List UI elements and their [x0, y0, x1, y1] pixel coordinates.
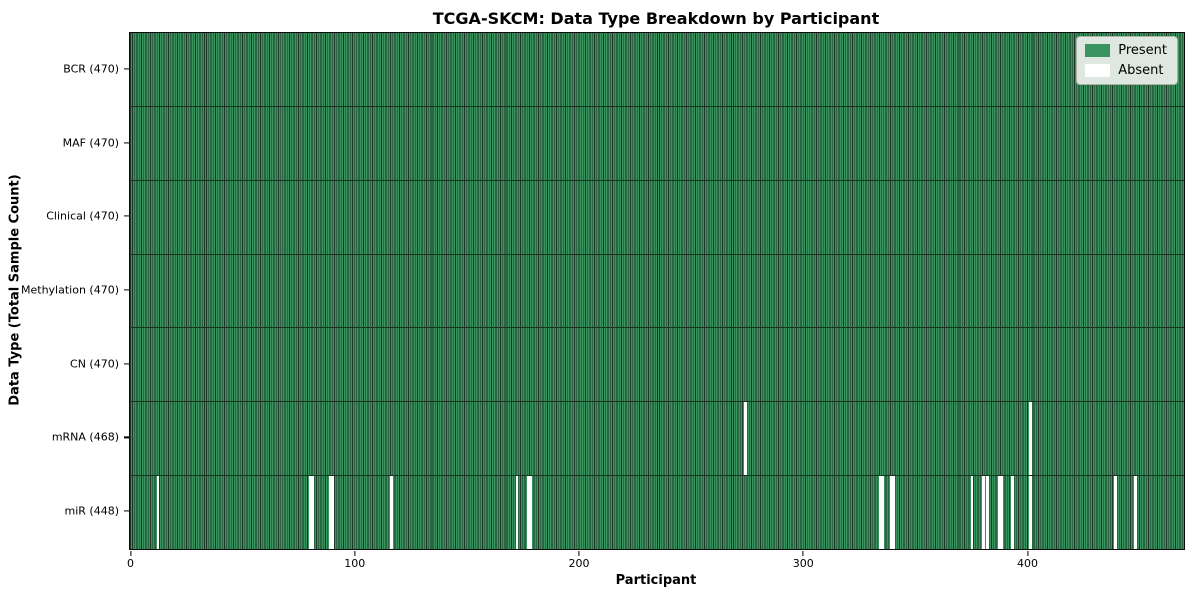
heatmap-row-CN: [130, 327, 1184, 402]
absent-mark: [881, 476, 884, 550]
chart-title: TCGA-SKCM: Data Type Breakdown by Partic…: [432, 9, 880, 28]
heatmap-row-BCR: [130, 33, 1184, 106]
x-tick-label: 400: [1017, 557, 1039, 570]
x-tick-mark: [354, 551, 356, 556]
heatmap-row-mRNA: [130, 401, 1184, 476]
absent-mark: [981, 476, 985, 550]
absent-mark: [331, 476, 335, 550]
x-tick-mark: [1026, 551, 1029, 556]
heatmap-row-Clinical: [130, 179, 1184, 254]
x-tick-mark: [802, 551, 804, 556]
absent-mark: [311, 476, 315, 550]
y-tick-label: Clinical (470): [46, 209, 119, 223]
absent-mark: [997, 476, 1001, 550]
legend-swatch-present-icon: [1085, 44, 1111, 57]
absent-mark: [892, 476, 895, 550]
legend-entry-absent: Absent: [1085, 63, 1167, 78]
absent-mark: [528, 476, 532, 550]
y-tick-label: CN (470): [70, 357, 119, 371]
absent-mark: [986, 476, 990, 550]
absent-mark: [744, 402, 747, 476]
legend-label-absent: Absent: [1118, 63, 1164, 78]
heatmap-row-Methylation: [130, 253, 1184, 328]
y-tick-mark: [124, 436, 129, 439]
x-tick-label: 200: [568, 557, 590, 570]
absent-mark: [890, 476, 893, 550]
absent-mark: [156, 476, 160, 550]
y-tick-label: MAF (470): [62, 136, 119, 150]
absent-mark: [1011, 476, 1014, 550]
absent-mark: [1029, 402, 1032, 476]
absent-mark: [878, 476, 882, 550]
y-tick-mark: [124, 289, 129, 291]
absent-mark: [515, 476, 519, 550]
plot-area: [129, 32, 1185, 550]
absent-mark: [1029, 476, 1032, 550]
x-axis-label: Participant: [615, 573, 697, 588]
legend: Present Absent: [1076, 36, 1178, 85]
y-tick-label: miR (448): [64, 504, 120, 518]
x-tick-mark: [129, 551, 132, 556]
absent-mark: [1134, 476, 1138, 550]
y-tick-label: BCR (470): [63, 62, 119, 76]
x-tick-label: 100: [344, 557, 366, 570]
y-tick-mark: [124, 363, 129, 365]
absent-mark: [329, 476, 332, 550]
legend-entry-present: Present: [1085, 43, 1167, 58]
x-tick-mark: [578, 551, 580, 556]
y-tick-label: Methylation (470): [21, 283, 119, 297]
absent-mark: [1114, 476, 1117, 550]
absent-mark: [389, 476, 393, 550]
x-tick-label: 300: [792, 557, 814, 570]
heatmap-row-MAF: [130, 105, 1184, 180]
legend-label-present: Present: [1118, 43, 1167, 58]
y-tick-label: mRNA (468): [51, 430, 119, 444]
absent-mark: [526, 476, 530, 550]
y-tick-mark: [124, 510, 129, 512]
absent-mark: [309, 476, 312, 550]
heatmap-row-miR: [130, 475, 1184, 550]
y-tick-mark: [124, 68, 129, 70]
y-tick-mark: [124, 215, 129, 217]
absent-mark: [999, 476, 1003, 550]
y-tick-mark: [124, 141, 129, 144]
absent-mark: [970, 476, 974, 550]
legend-swatch-absent-icon: [1085, 64, 1111, 77]
x-tick-label: 0: [127, 557, 134, 570]
